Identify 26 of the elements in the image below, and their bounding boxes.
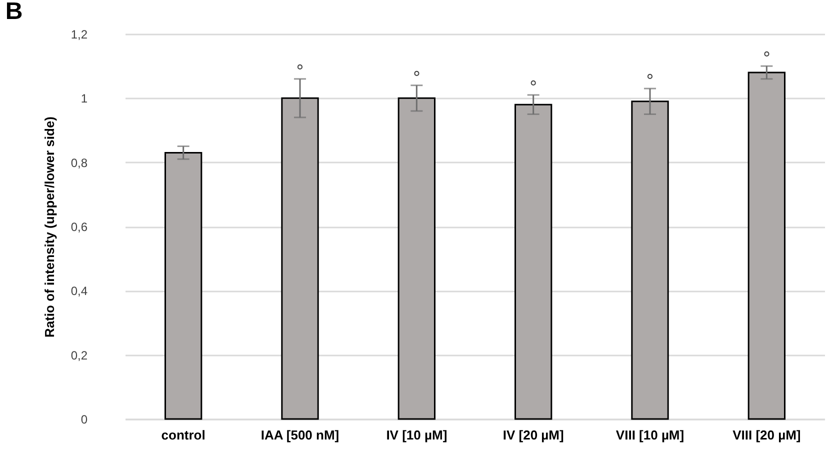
annotation: ° bbox=[296, 60, 304, 81]
bar bbox=[514, 104, 552, 420]
x-tick-label: IV [20 µM] bbox=[502, 428, 564, 442]
annotation: ° bbox=[763, 48, 770, 68]
y-tick-label: 1,2 bbox=[70, 28, 88, 42]
bar bbox=[748, 72, 786, 420]
y-tick-label: 0 bbox=[80, 412, 88, 426]
y-axis-title: Ratio of intensity (upper/lower side) bbox=[42, 116, 57, 338]
annotation: ° bbox=[530, 76, 537, 97]
annotation: ° bbox=[646, 70, 654, 91]
x-tick-label: VIII [10 µM] bbox=[616, 428, 684, 442]
y-tick-label: 1 bbox=[80, 92, 88, 106]
y-tick-label: 0,2 bbox=[70, 348, 88, 362]
chart-title: B bbox=[5, 0, 23, 25]
bar bbox=[398, 97, 436, 420]
bar bbox=[631, 100, 669, 420]
y-tick-label: 0,6 bbox=[70, 220, 88, 234]
x-tick-label: IAA [500 nM] bbox=[260, 428, 340, 442]
annotation: ° bbox=[413, 67, 420, 88]
x-tick-label: VIII [20 µM] bbox=[732, 428, 801, 442]
bar bbox=[164, 152, 202, 420]
y-tick-label: 0,4 bbox=[70, 284, 88, 298]
x-tick-label: control bbox=[161, 428, 206, 442]
x-tick-label: IV [10 µM] bbox=[386, 428, 448, 442]
y-tick-label: 0,8 bbox=[70, 156, 88, 170]
bar bbox=[281, 97, 319, 420]
